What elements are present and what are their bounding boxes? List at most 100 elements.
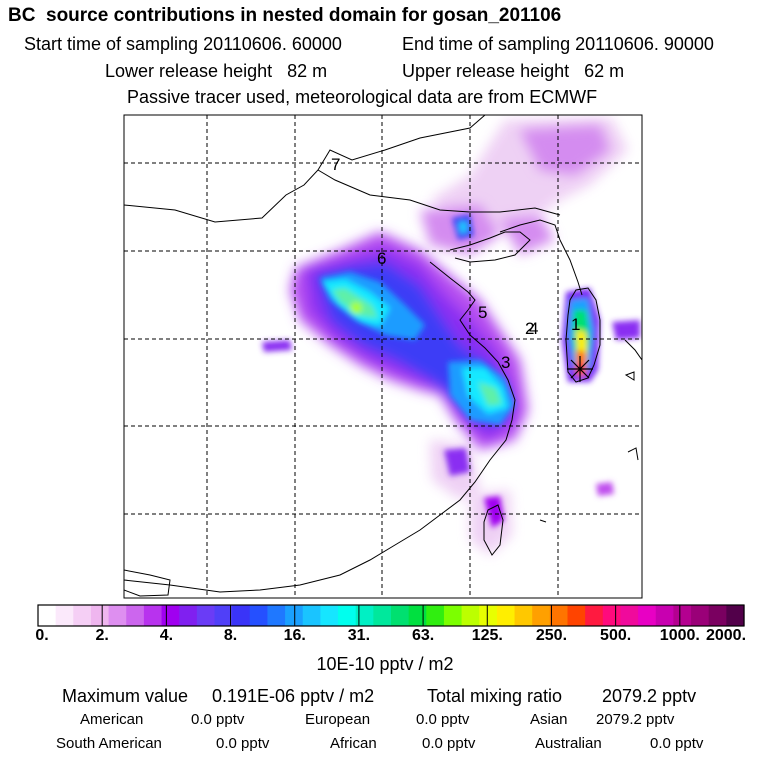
- colorbar-cell: [726, 605, 745, 626]
- colorbar-tick-label: 250.: [535, 627, 568, 644]
- colorbar: [37, 604, 745, 627]
- map-plot: 1 2 3 4 5 6 7: [123, 114, 643, 599]
- region-australian-label: Australian: [535, 735, 602, 752]
- colorbar-cell: [90, 605, 110, 626]
- colorbar-cell: [214, 605, 233, 626]
- colorbar-cell: [196, 605, 216, 626]
- colorbar-cell: [143, 605, 163, 626]
- colorbar-cell: [302, 605, 321, 626]
- upper-release-label: Upper release height 62 m: [402, 61, 625, 81]
- region-asian-label: Asian: [530, 711, 568, 728]
- island-1: [624, 371, 635, 381]
- colorbar-cell: [532, 605, 551, 626]
- colorbar-cell: [585, 605, 604, 626]
- colorbar-cell: [108, 605, 127, 626]
- region-delta-core: [478, 382, 502, 406]
- colorbar-tick-label: 63.: [411, 627, 435, 644]
- colorbar-cell: [285, 605, 304, 626]
- lower-release-label: Lower release height 82 m: [105, 61, 328, 81]
- colorbar-cell: [391, 605, 410, 626]
- coast-japan: [624, 339, 642, 361]
- tracer-note: Passive tracer used, meteorological data…: [127, 87, 598, 107]
- coast-korea: [565, 287, 601, 383]
- marker-4: 4: [529, 319, 538, 338]
- colorbar-cell: [355, 605, 374, 626]
- colorbar-tick-label: 8.: [223, 627, 238, 644]
- colorbar-tick-label: 0.: [35, 627, 49, 644]
- colorbar-cell: [620, 605, 639, 626]
- colorbar-cell: [443, 605, 463, 626]
- colorbar-cell: [691, 605, 710, 626]
- colorbar-tick-label: 2000.: [705, 627, 747, 644]
- colorbar-cell: [338, 605, 357, 626]
- marker-7: 7: [331, 155, 340, 174]
- colorbar-cell: [567, 605, 586, 626]
- coast-liaodong: [499, 219, 561, 241]
- region-european-label: European: [305, 711, 371, 728]
- coast-taiwan: [483, 504, 504, 556]
- colorbar-cell: [373, 605, 392, 626]
- receptor-star-d2: [570, 359, 590, 379]
- region-purple-east: [500, 215, 555, 255]
- colorbar-separators: [101, 605, 681, 626]
- colorbar-tick-label: 16.: [283, 627, 306, 644]
- region-south-american-value: 0.0 pptv: [216, 735, 270, 752]
- region-bohai-cyan: [458, 221, 468, 234]
- colorbar-cell: [179, 605, 198, 626]
- plume-layer: [262, 118, 640, 555]
- total-mixing-label: Total mixing ratio: [427, 686, 563, 706]
- colorbar-tick-label: 125.: [471, 627, 503, 644]
- island-3: [539, 519, 547, 523]
- region-southeast-violet: [596, 482, 614, 496]
- colorbar-cell: [55, 605, 74, 626]
- colorbar-tick-label: 500.: [600, 627, 632, 644]
- colorbar-cell: [673, 605, 692, 626]
- colorbar-cell: [320, 605, 339, 626]
- colorbar-cell: [249, 605, 269, 626]
- region-west-violet: [262, 340, 292, 352]
- colorbar-unit: 10E-10 pptv / m2: [316, 654, 454, 674]
- border-mongolia: [317, 169, 561, 216]
- border-korea-north: [559, 239, 583, 296]
- colorbar-tick-label: 1000.: [659, 627, 700, 644]
- coast-bohai: [124, 261, 516, 593]
- region-asian-value: 2079.2 pptv: [596, 711, 675, 728]
- colorbar-cell: [708, 605, 727, 626]
- marker-6: 6: [377, 249, 386, 268]
- marker-2: 2: [525, 319, 534, 338]
- region-african-label: African: [330, 735, 377, 752]
- cluster-markers: 1 2 3 4 5 6 7: [331, 155, 580, 372]
- total-mixing-value: 2079.2 pptv: [602, 686, 697, 706]
- colorbar-cell: [161, 605, 180, 626]
- gridlines: [124, 115, 642, 598]
- coast-hainan: [124, 569, 171, 597]
- max-value-label: Maximum value: [62, 686, 189, 706]
- colorbar-tick-label: 31.: [347, 627, 371, 644]
- colorbar-cell: [655, 605, 674, 626]
- region-american-label: American: [80, 711, 144, 728]
- colorbar-cell: [38, 605, 57, 626]
- marker-1: 1: [571, 315, 580, 334]
- colorbar-cells: [38, 605, 745, 626]
- colorbar-cell: [479, 605, 498, 626]
- colorbar-tick-label: 4.: [159, 627, 174, 644]
- colorbar-cell: [232, 605, 251, 626]
- colorbar-cell: [549, 605, 569, 626]
- colorbar-frame: [37, 604, 745, 627]
- colorbar-cell: [73, 605, 92, 626]
- colorbar-cell: [602, 605, 622, 626]
- region-plume-peak: [350, 302, 362, 314]
- island-2: [627, 447, 639, 461]
- colorbar-cell: [426, 605, 445, 626]
- colorbar-cell: [638, 605, 657, 626]
- receptor-star: [567, 356, 593, 382]
- max-value: 0.191E-06 pptv / m2: [212, 686, 375, 706]
- chart-title: BC source contributions in nested domain…: [8, 5, 562, 26]
- colorbar-cell: [126, 605, 145, 626]
- end-time-label: End time of sampling 20110606. 90000: [402, 34, 714, 54]
- region-american-value: 0.0 pptv: [191, 711, 245, 728]
- marker-3: 3: [501, 353, 510, 372]
- region-european-value: 0.0 pptv: [416, 711, 470, 728]
- region-african-value: 0.0 pptv: [422, 735, 476, 752]
- colorbar-cell: [461, 605, 480, 626]
